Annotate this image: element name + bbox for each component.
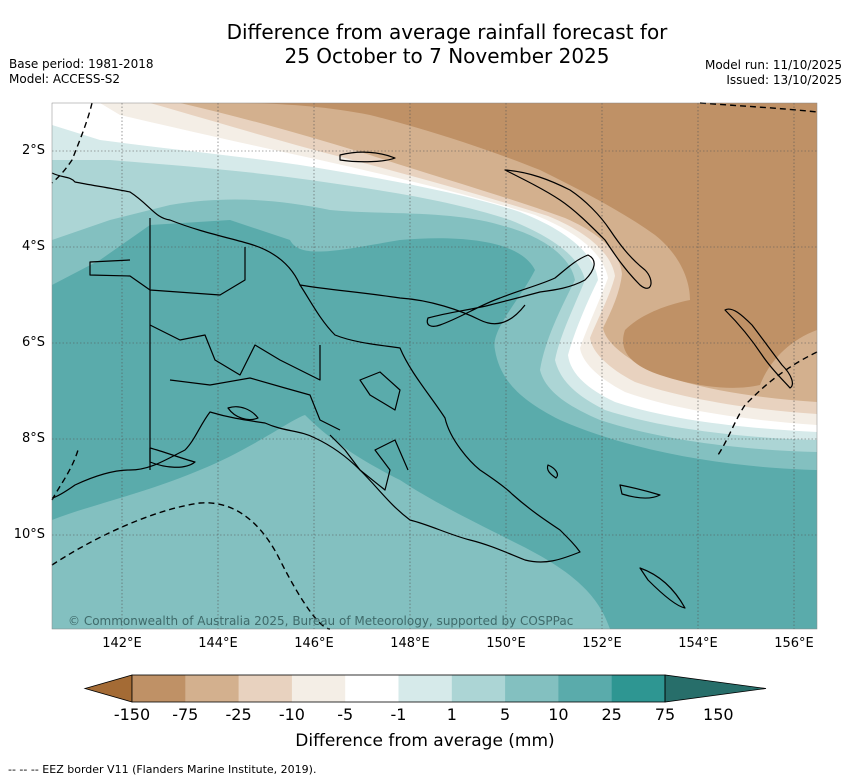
province-border-1 <box>89 247 246 296</box>
x-tick-label: 154°E <box>678 636 718 651</box>
eez-south <box>51 502 331 630</box>
colorbar-tick-label: -1 <box>390 705 407 724</box>
colorbar-segment <box>505 675 559 702</box>
province-border-2 <box>149 324 321 381</box>
new-guinea-coast <box>51 172 581 563</box>
band-minus-25-75 <box>230 103 817 388</box>
run-info: Model run: 11/10/2025 Issued: 13/10/2025 <box>705 58 842 88</box>
colorbar-tick-label: -150 <box>113 705 151 724</box>
colorbar-tick-label: -10 <box>278 705 305 724</box>
colorbar-segment <box>185 675 240 702</box>
north-coast <box>299 284 526 325</box>
rainfall-anomaly-field <box>52 103 817 629</box>
colorbar-tick-label: 10 <box>548 705 569 724</box>
papuan-islands <box>619 484 661 499</box>
gridlines <box>52 103 817 629</box>
x-tick-label: 144°E <box>198 636 238 651</box>
y-tick-label: 8°S <box>21 431 45 446</box>
colorbar-tick-label: 25 <box>601 705 622 724</box>
x-tick-label: 148°E <box>390 636 430 651</box>
colorbar <box>83 674 767 703</box>
model-info: Base period: 1981-2018 Model: ACCESS-S2 <box>9 57 154 87</box>
colorbar-title: Difference from average (mm) <box>295 731 555 751</box>
y-tick-label: 4°S <box>21 239 45 254</box>
province-border-3 <box>169 377 341 431</box>
new-britain <box>426 254 595 327</box>
eez-legend: -- -- -- EEZ border V11 (Flanders Marine… <box>8 763 317 776</box>
coastlines <box>51 151 793 609</box>
colorbar-extend-high <box>664 674 767 703</box>
x-tick-label: 152°E <box>582 636 622 651</box>
colorbar-segment <box>132 675 186 702</box>
province-border-4 <box>329 434 409 491</box>
eez-borders <box>51 102 818 630</box>
lake-murray <box>227 406 259 421</box>
colorbar-segment <box>398 675 453 702</box>
colorbar-segment <box>558 675 613 702</box>
issued-date: Issued: 13/10/2025 <box>726 73 842 87</box>
colorbar-tick-label: -75 <box>172 705 199 724</box>
colorbar-tick-label: 5 <box>500 705 511 724</box>
colorbar-segment <box>238 675 293 702</box>
colorbar-extend-low <box>83 674 133 703</box>
band-10-25-south <box>52 415 610 629</box>
model-run: Model run: 11/10/2025 <box>704 58 842 72</box>
x-tick-label: 146°E <box>294 636 334 651</box>
base-period: Base period: 1981-2018 <box>9 57 154 71</box>
colorbar-tick-label: -5 <box>337 705 354 724</box>
bougainville <box>724 308 793 389</box>
x-tick-label: 156°E <box>774 636 814 651</box>
colorbar-segment <box>345 675 399 702</box>
copyright-note: © Commonwealth of Australia 2025, Bureau… <box>68 614 574 628</box>
colorbar-tick-label: 75 <box>654 705 676 724</box>
x-tick-label: 150°E <box>486 636 526 651</box>
colorbar-frame <box>131 674 666 703</box>
new-ireland <box>504 169 652 289</box>
colorbar-segment <box>451 675 506 702</box>
x-tick-label: 142°E <box>102 636 142 651</box>
chart-title: Difference from average rainfall forecas… <box>0 20 850 68</box>
colorbar-tick-label: 1 <box>446 705 457 724</box>
province-border-5 <box>359 371 401 411</box>
title-line-1: Difference from average rainfall forecas… <box>226 20 668 44</box>
colorbar-tick-label: -25 <box>225 705 252 724</box>
y-tick-label: 6°S <box>21 335 45 350</box>
map-frame <box>51 102 818 630</box>
eez-northeast <box>699 102 818 113</box>
trobriand <box>546 464 559 479</box>
model-name: Model: ACCESS-S2 <box>9 72 121 86</box>
colorbar-segment <box>291 675 346 702</box>
colorbar-segment <box>611 675 666 702</box>
eez-west <box>51 449 79 501</box>
manus <box>339 151 396 163</box>
torres-islands <box>639 567 686 609</box>
eez-north <box>51 102 93 184</box>
fly-river-delta <box>149 447 196 468</box>
y-tick-label: 10°S <box>13 527 45 542</box>
y-tick-label: 2°S <box>21 143 45 158</box>
colorbar-tick-label: 150 <box>703 705 734 724</box>
title-line-2: 25 October to 7 November 2025 <box>284 44 610 68</box>
